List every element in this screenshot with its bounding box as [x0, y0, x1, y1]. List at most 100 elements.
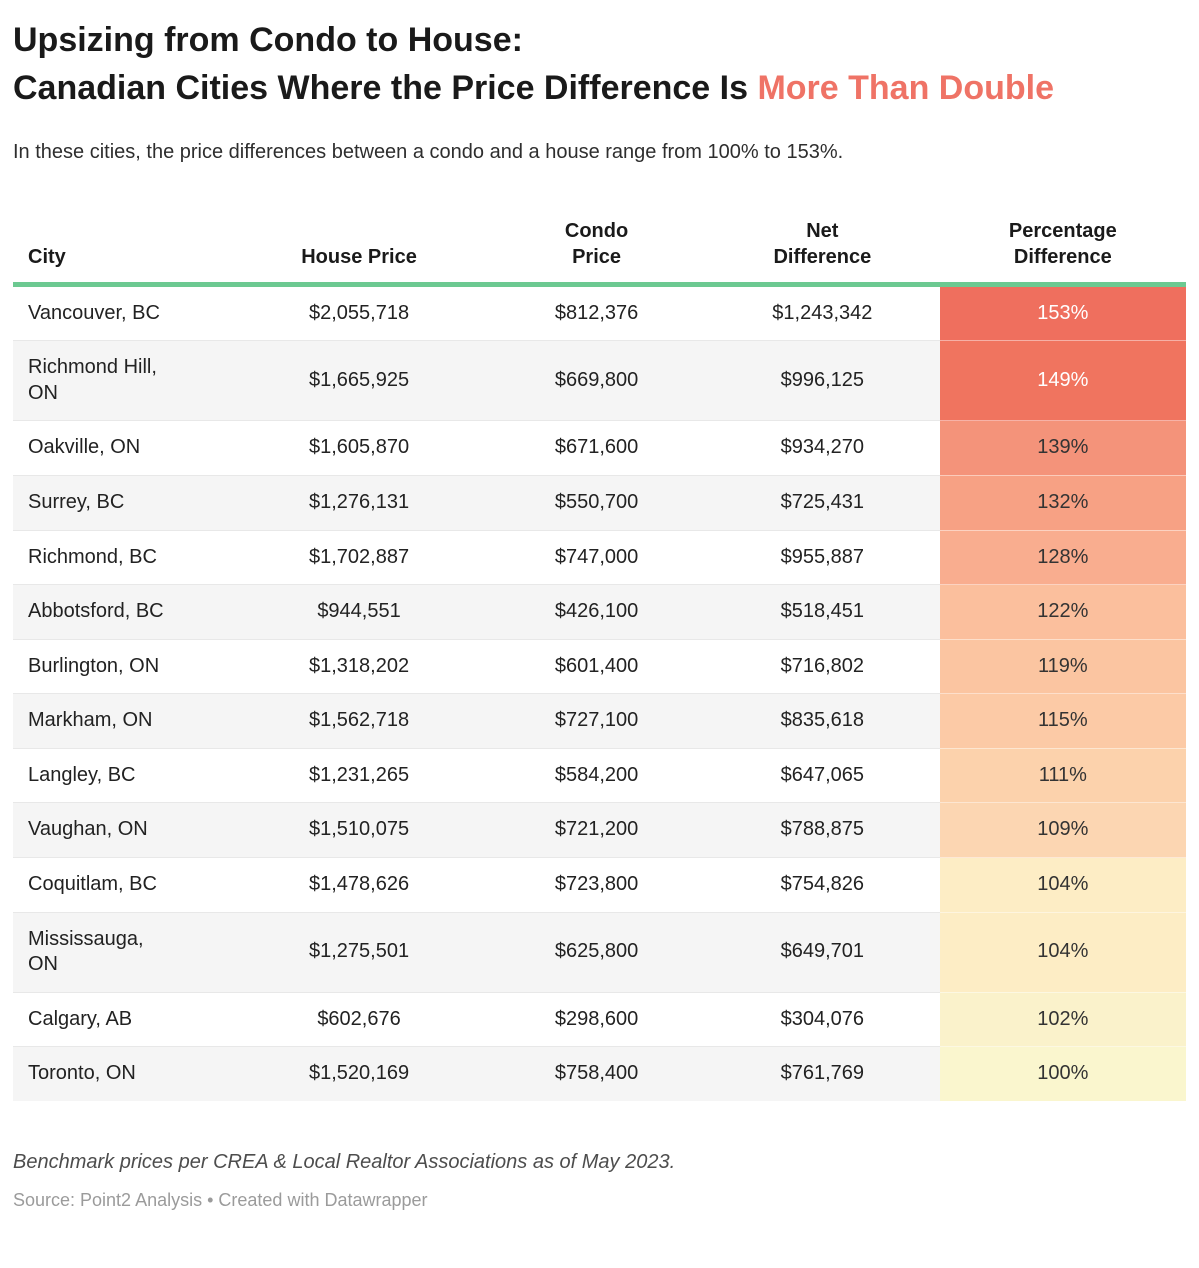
condo-price-cell: $601,400 — [488, 638, 706, 694]
house-price-cell: $1,318,202 — [230, 638, 489, 694]
city-cell: Burlington, ON — [13, 638, 230, 694]
net-difference-cell: $934,270 — [705, 420, 940, 476]
house-price-cell: $1,231,265 — [230, 747, 489, 803]
table-row: Oakville, ON $1,605,870 $671,600 $934,27… — [13, 420, 1186, 476]
table-row: Langley, BC $1,231,265 $584,200 $647,065… — [13, 747, 1186, 803]
condo-price-cell: $747,000 — [488, 529, 706, 585]
table-body: Vancouver, BC $2,055,718 $812,376 $1,243… — [13, 284, 1186, 1102]
house-price-cell: $1,275,501 — [230, 911, 489, 993]
title-line1: Upsizing from Condo to House: — [13, 21, 523, 59]
page-title: Upsizing from Condo to House: Canadian Ci… — [13, 16, 1173, 113]
house-price-cell: $1,520,169 — [230, 1046, 489, 1102]
table-row: Coquitlam, BC $1,478,626 $723,800 $754,8… — [13, 857, 1186, 913]
city-cell: Mississauga, ON — [13, 911, 230, 993]
net-difference-cell: $304,076 — [705, 991, 940, 1047]
city-cell: Oakville, ON — [13, 420, 230, 476]
col-header-net-difference: Net Difference — [705, 217, 940, 287]
condo-price-cell: $671,600 — [488, 420, 706, 476]
condo-price-cell: $584,200 — [488, 747, 706, 803]
net-difference-cell: $835,618 — [705, 693, 940, 749]
table-row: Vancouver, BC $2,055,718 $812,376 $1,243… — [13, 284, 1186, 341]
city-cell: Toronto, ON — [13, 1046, 230, 1102]
condo-price-cell: $669,800 — [488, 340, 706, 421]
footnote: Benchmark prices per CREA & Local Realto… — [13, 1151, 676, 1174]
house-price-cell: $602,676 — [230, 991, 489, 1047]
header-row: City House Price Condo Price Net Differe… — [13, 217, 1186, 287]
table-row: Burlington, ON $1,318,202 $601,400 $716,… — [13, 638, 1186, 694]
city-cell: Abbotsford, BC — [13, 584, 230, 640]
net-difference-cell: $1,243,342 — [772, 301, 873, 324]
net-difference-cell: $725,431 — [705, 474, 940, 530]
table-row: Calgary, AB $602,676 $298,600 $304,076 1… — [13, 991, 1186, 1047]
percentage-difference-cell: 102% — [939, 991, 1186, 1047]
table-row: Abbotsford, BC $944,551 $426,100 $518,45… — [13, 584, 1186, 640]
percentage-difference-cell: 104% — [939, 911, 1186, 993]
city-cell: Richmond Hill, ON — [13, 340, 230, 421]
net-difference-cell: $647,065 — [705, 747, 940, 803]
condo-price-cell: $550,700 — [488, 474, 706, 530]
percentage-difference-cell: 149% — [939, 340, 1186, 421]
city-cell: Markham, ON — [13, 693, 230, 749]
title-accent: More Than Double — [757, 69, 1055, 108]
condo-price-cell: $812,376 — [554, 301, 639, 324]
table-row: Mississauga, ON $1,275,501 $625,800 $649… — [13, 911, 1186, 993]
percentage-difference-cell: 128% — [939, 529, 1186, 585]
house-price-cell: $1,702,887 — [230, 529, 489, 585]
percentage-difference-cell: 122% — [939, 584, 1186, 640]
percentage-difference-cell: 111% — [939, 747, 1186, 803]
table-row: Vaughan, ON $1,510,075 $721,200 $788,875… — [13, 802, 1186, 858]
city-cell: Coquitlam, BC — [13, 857, 230, 913]
percentage-difference-cell: 153% — [939, 284, 1186, 341]
col-header-percentage-difference: Percentage Difference — [939, 217, 1186, 287]
house-price-cell: $1,665,925 — [230, 340, 489, 421]
net-difference-cell: $955,887 — [705, 529, 940, 585]
city-cell: Vancouver, BC — [28, 301, 160, 324]
net-difference-cell: $754,826 — [705, 857, 940, 913]
price-comparison-table: City House Price Condo Price Net Differe… — [13, 217, 1186, 1102]
subtitle: In these cities, the price differences b… — [13, 140, 844, 163]
condo-price-cell: $625,800 — [488, 911, 706, 993]
source-line: Source: Point2 Analysis • Created with D… — [13, 1190, 428, 1211]
house-price-cell: $1,478,626 — [230, 857, 489, 913]
percentage-difference-cell: 139% — [939, 420, 1186, 476]
percentage-difference-cell: 109% — [939, 802, 1186, 858]
table-row: Markham, ON $1,562,718 $727,100 $835,618… — [13, 693, 1186, 749]
city-cell: Surrey, BC — [13, 474, 230, 530]
house-price-cell: $944,551 — [230, 584, 489, 640]
city-cell: Vaughan, ON — [13, 802, 230, 858]
condo-price-cell: $298,600 — [488, 991, 706, 1047]
house-price-cell: $1,562,718 — [230, 693, 489, 749]
col-header-city: City — [13, 217, 230, 287]
condo-price-cell: $723,800 — [488, 857, 706, 913]
house-price-cell: $1,276,131 — [230, 474, 489, 530]
city-cell: Calgary, AB — [13, 991, 230, 1047]
house-price-cell: $2,055,718 — [308, 301, 410, 324]
table-row: Toronto, ON $1,520,169 $758,400 $761,769… — [13, 1046, 1186, 1102]
net-difference-cell: $761,769 — [705, 1046, 940, 1102]
percentage-difference-cell: 119% — [939, 638, 1186, 694]
table-row: Richmond, BC $1,702,887 $747,000 $955,88… — [13, 529, 1186, 585]
table-header: City House Price Condo Price Net Differe… — [13, 217, 1186, 287]
net-difference-cell: $788,875 — [705, 802, 940, 858]
net-difference-cell: $716,802 — [705, 638, 940, 694]
percentage-difference-cell: 100% — [939, 1046, 1186, 1102]
city-cell: Langley, BC — [13, 747, 230, 803]
condo-price-cell: $758,400 — [488, 1046, 706, 1102]
condo-price-cell: $721,200 — [488, 802, 706, 858]
percentage-difference-cell: 115% — [939, 693, 1186, 749]
percentage-difference-cell: 104% — [939, 857, 1186, 913]
house-price-cell: $1,510,075 — [230, 802, 489, 858]
net-difference-cell: $518,451 — [705, 584, 940, 640]
condo-price-cell: $426,100 — [488, 584, 706, 640]
title-line2: Canadian Cities Where the Price Differen… — [13, 69, 758, 108]
col-header-condo-price: Condo Price — [488, 217, 706, 287]
table-row: Richmond Hill, ON $1,665,925 $669,800 $9… — [13, 340, 1186, 421]
city-cell: Richmond, BC — [13, 529, 230, 585]
table-row: Surrey, BC $1,276,131 $550,700 $725,431 … — [13, 474, 1186, 530]
col-header-house-price: House Price — [230, 217, 489, 287]
house-price-cell: $1,605,870 — [230, 420, 489, 476]
net-difference-cell: $649,701 — [705, 911, 940, 993]
percentage-difference-cell: 132% — [939, 474, 1186, 530]
net-difference-cell: $996,125 — [705, 340, 940, 421]
